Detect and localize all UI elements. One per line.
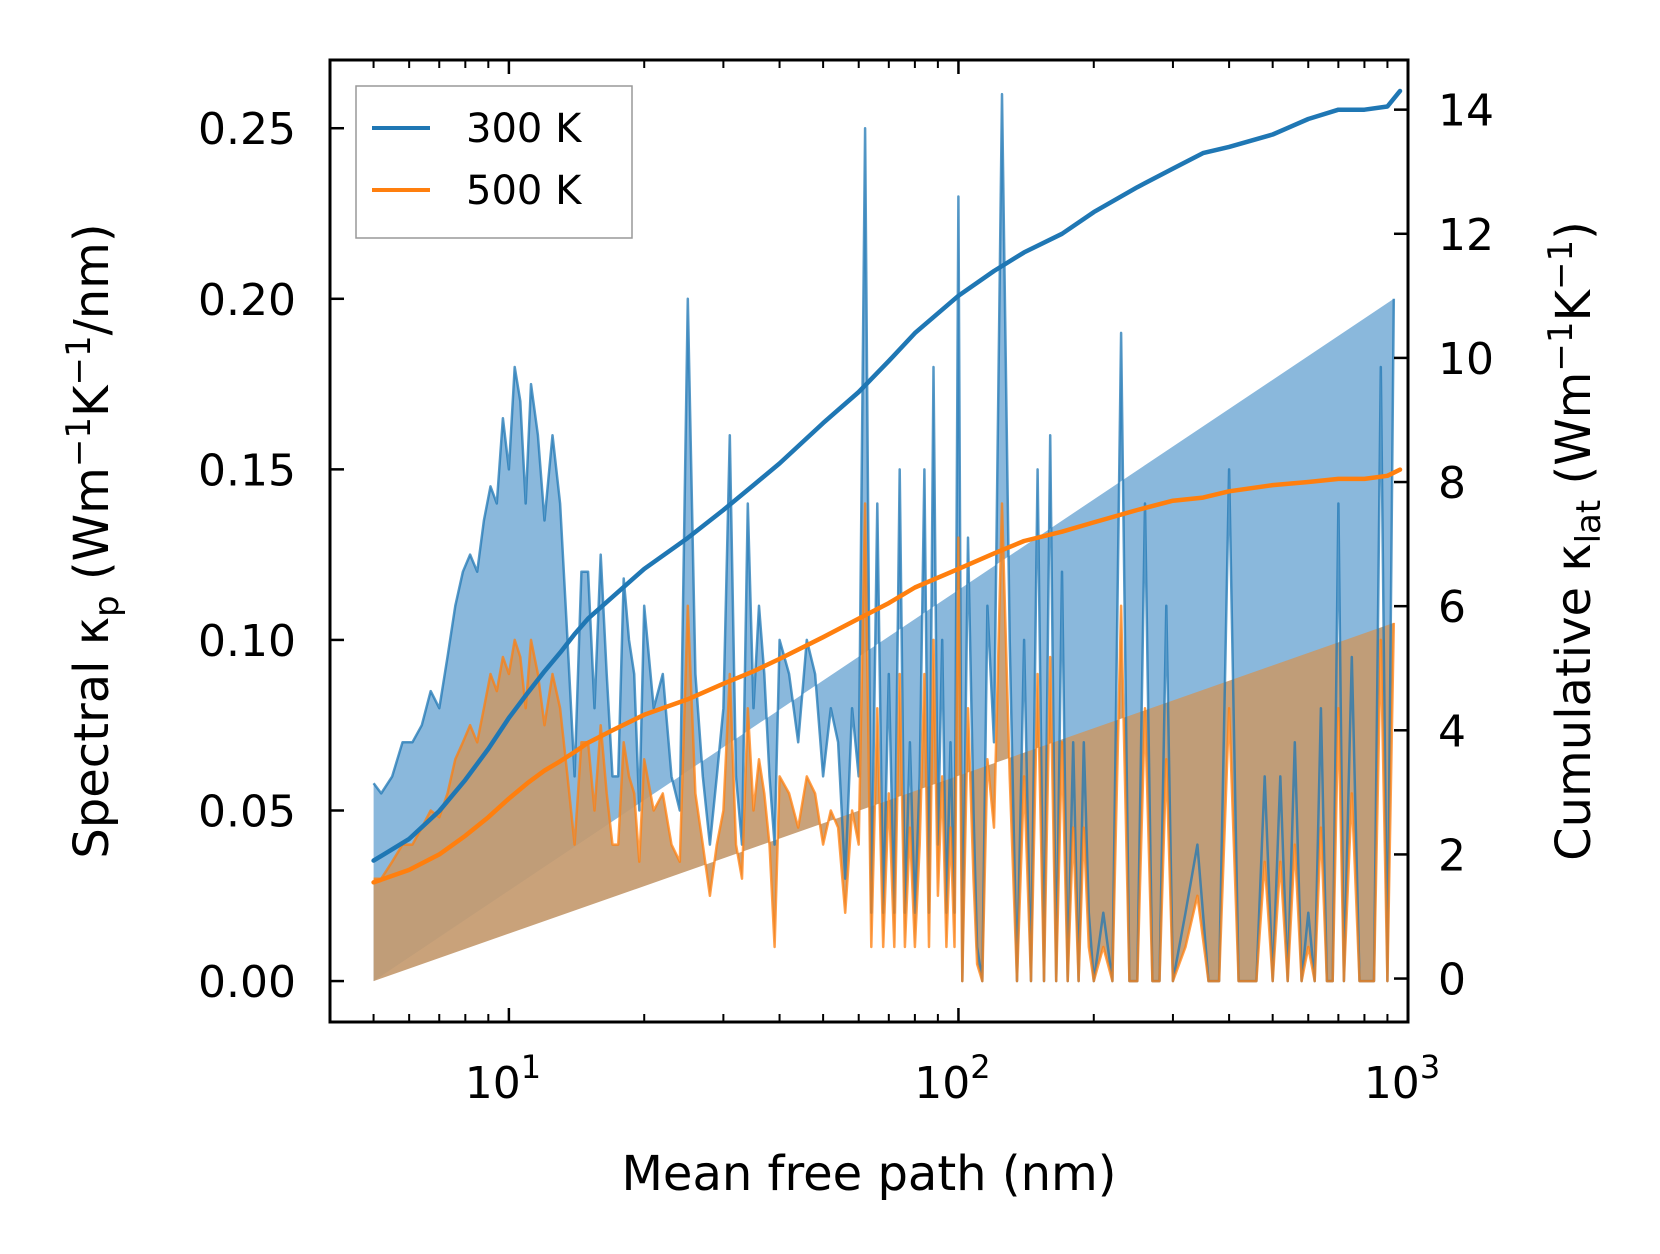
x-axis-title: Mean free path (nm) [622, 1146, 1117, 1202]
legend-label-300k: 300 K [466, 106, 583, 152]
x-axis-ticks: 101 102 103 [372, 60, 1440, 1109]
legend-box [355, 85, 633, 239]
spectral-line-500k [373, 502, 1396, 983]
left-y-tick-label: 0.05 [198, 786, 296, 837]
left-y-tick-label: 0.00 [198, 957, 296, 1008]
right-y-tick-label: 8 [1438, 458, 1466, 509]
legend: 300 K 500 K [355, 85, 633, 239]
left-y-tick-label: 0.15 [198, 445, 296, 496]
left-y-tick-label: 0.10 [198, 616, 296, 667]
right-y-tick-label: 10 [1438, 334, 1494, 385]
right-y-tick-label: 6 [1438, 582, 1466, 633]
x-tick-label: 103 [1364, 1048, 1440, 1109]
series-lines [371, 88, 1403, 983]
right-y-tick-label: 4 [1438, 706, 1466, 757]
right-y-tick-label: 0 [1438, 955, 1466, 1006]
right-y-tick-label: 14 [1438, 86, 1494, 137]
legend-label-500k: 500 K [466, 168, 583, 214]
left-y-tick-label: 0.20 [198, 275, 296, 326]
right-y-tick-label: 12 [1438, 210, 1494, 261]
right-y-tick-label: 2 [1438, 830, 1466, 881]
cumulative-line-500k [371, 467, 1403, 885]
left-y-axis-ticks: 0.00 0.05 0.10 0.15 0.20 0.25 [198, 104, 344, 1008]
plot-frame [328, 58, 1410, 1024]
right-y-axis-ticks: 0 2 4 6 8 10 12 14 [1394, 86, 1494, 1006]
right-y-axis-title: Cumulative κlat (Wm−1K−1) [1541, 221, 1609, 861]
left-y-tick-label: 0.25 [198, 104, 296, 155]
x-tick-label: 101 [465, 1048, 541, 1109]
left-y-axis-title: Spectral κp (Wm−1K−1/nm) [59, 223, 127, 858]
x-tick-label: 102 [914, 1048, 990, 1109]
cumulative-line-300k [371, 88, 1403, 863]
